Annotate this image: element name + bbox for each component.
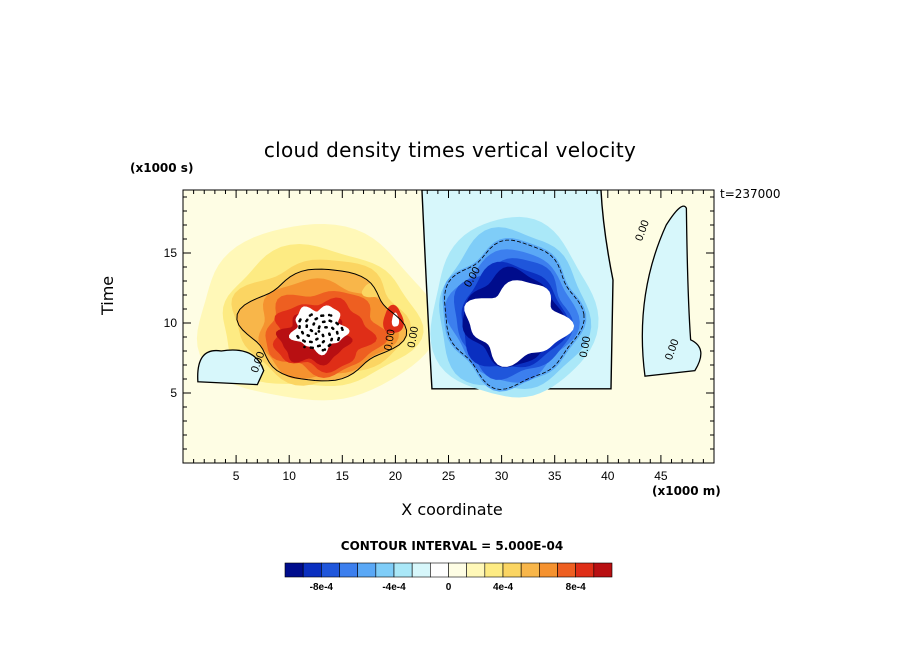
- stipple-mark: [297, 336, 300, 339]
- edge-cool-patch: [197, 349, 265, 386]
- colorbar-swatch: [430, 562, 449, 578]
- stipple-mark: [305, 325, 309, 329]
- colorbar-swatch: [593, 562, 613, 578]
- colorbar-tick-label: 0: [446, 582, 452, 593]
- colorbar-swatch: [375, 562, 395, 578]
- x-tick-label: 15: [336, 469, 350, 483]
- stipple-mark: [316, 337, 319, 341]
- small-cool-cell: [641, 205, 702, 377]
- stipple-mark: [298, 326, 301, 330]
- stipple-mark: [303, 340, 307, 343]
- stipple-mark: [328, 332, 331, 336]
- stipple-mark: [323, 348, 327, 351]
- axis-ticks: 5 10 15 20 25 30 35 40 45 5 10 15: [164, 190, 714, 483]
- stipple-mark: [320, 314, 323, 318]
- y-tick-label: 5: [170, 386, 177, 400]
- colorbar-swatch: [484, 562, 504, 578]
- stipple-mark: [310, 329, 314, 333]
- x-tick-label: 40: [601, 469, 615, 483]
- contour-value-label: 0.00: [578, 335, 594, 358]
- x-tick-label: 20: [389, 469, 403, 483]
- colorbar-swatch: [284, 562, 304, 578]
- x-tick-label: 35: [548, 469, 562, 483]
- x-axis-label: X coordinate: [401, 500, 503, 519]
- cool-core-saturated: [464, 280, 575, 367]
- stipple-mark: [335, 321, 338, 325]
- stipple-mark: [337, 336, 341, 340]
- colorbar-tick-label: 8e-4: [566, 582, 586, 593]
- x-tick-label: 10: [283, 469, 297, 483]
- y-axis-unit: (x1000 s): [130, 161, 194, 175]
- colorbar-tick-label: 4e-4: [493, 582, 513, 593]
- stipple-mark: [322, 340, 326, 343]
- stipple-mark: [324, 326, 327, 329]
- time-stamp-label: t=237000: [720, 187, 781, 201]
- colorbar-swatch: [393, 562, 413, 578]
- contour-value-label: 0.00: [382, 328, 398, 351]
- contour-value-label: 0.00: [406, 326, 422, 349]
- stipple-mark: [310, 340, 313, 344]
- stipple-mark: [335, 330, 339, 334]
- stipple-mark: [321, 320, 325, 324]
- x-tick-label: 45: [654, 469, 668, 483]
- stipple-mark: [312, 323, 315, 326]
- colorbar-tick-label: -8e-4: [310, 582, 334, 593]
- stipple-mark: [314, 332, 318, 336]
- x-tick-label: 30: [495, 469, 509, 483]
- stipple-mark: [314, 317, 318, 321]
- colorbar-swatch: [321, 562, 340, 578]
- stipple-mark: [308, 314, 312, 317]
- stipple-mark: [328, 343, 332, 347]
- stipple-mark: [305, 319, 308, 323]
- x-axis-unit: (x1000 m): [652, 484, 721, 498]
- colorbar-swatch: [448, 562, 467, 578]
- colorbar-swatch: [466, 562, 486, 578]
- stipple-mark: [327, 313, 331, 317]
- colorbar-swatch: [539, 562, 558, 578]
- colorbar: -8e-4 -4e-4 0 4e-4 8e-4: [284, 562, 613, 593]
- stipple-mark: [303, 345, 306, 349]
- x-tick-label: 25: [442, 469, 456, 483]
- cool-contour-line: [444, 239, 585, 390]
- colorbar-tick-label: -4e-4: [382, 582, 406, 593]
- colorbar-swatch: [302, 562, 322, 578]
- colorbar-swatch: [339, 562, 358, 578]
- stipple-mark: [317, 326, 321, 330]
- y-tick-label: 15: [164, 246, 178, 260]
- stipple-mark: [330, 337, 334, 341]
- colorbar-swatch: [411, 562, 431, 578]
- contour-fields: [196, 190, 702, 401]
- chart-title: cloud density times vertical velocity: [263, 138, 637, 162]
- x-tick-label: 5: [233, 469, 240, 483]
- contour-interval-label: CONTOUR INTERVAL = 5.000E-04: [340, 539, 564, 553]
- stipple-mark: [311, 346, 315, 350]
- stipple-mark: [301, 331, 305, 335]
- colorbar-swatch: [502, 562, 522, 578]
- stipple-mark: [317, 330, 321, 333]
- colorbar-swatch: [357, 562, 377, 578]
- stipple-mark: [298, 319, 301, 323]
- stipple-mark: [328, 319, 332, 323]
- y-tick-label: 10: [164, 316, 178, 330]
- warm-contour-line: [236, 268, 408, 382]
- colorbar-swatch: [575, 562, 595, 578]
- stipple-mark: [307, 334, 311, 338]
- stipple-mark: [340, 326, 344, 330]
- colorbar-swatch: [520, 562, 540, 578]
- stipple-mark: [318, 344, 322, 348]
- colorbar-swatch: [557, 562, 576, 578]
- stipple-mark: [331, 326, 334, 330]
- stipple-mark: [321, 333, 325, 337]
